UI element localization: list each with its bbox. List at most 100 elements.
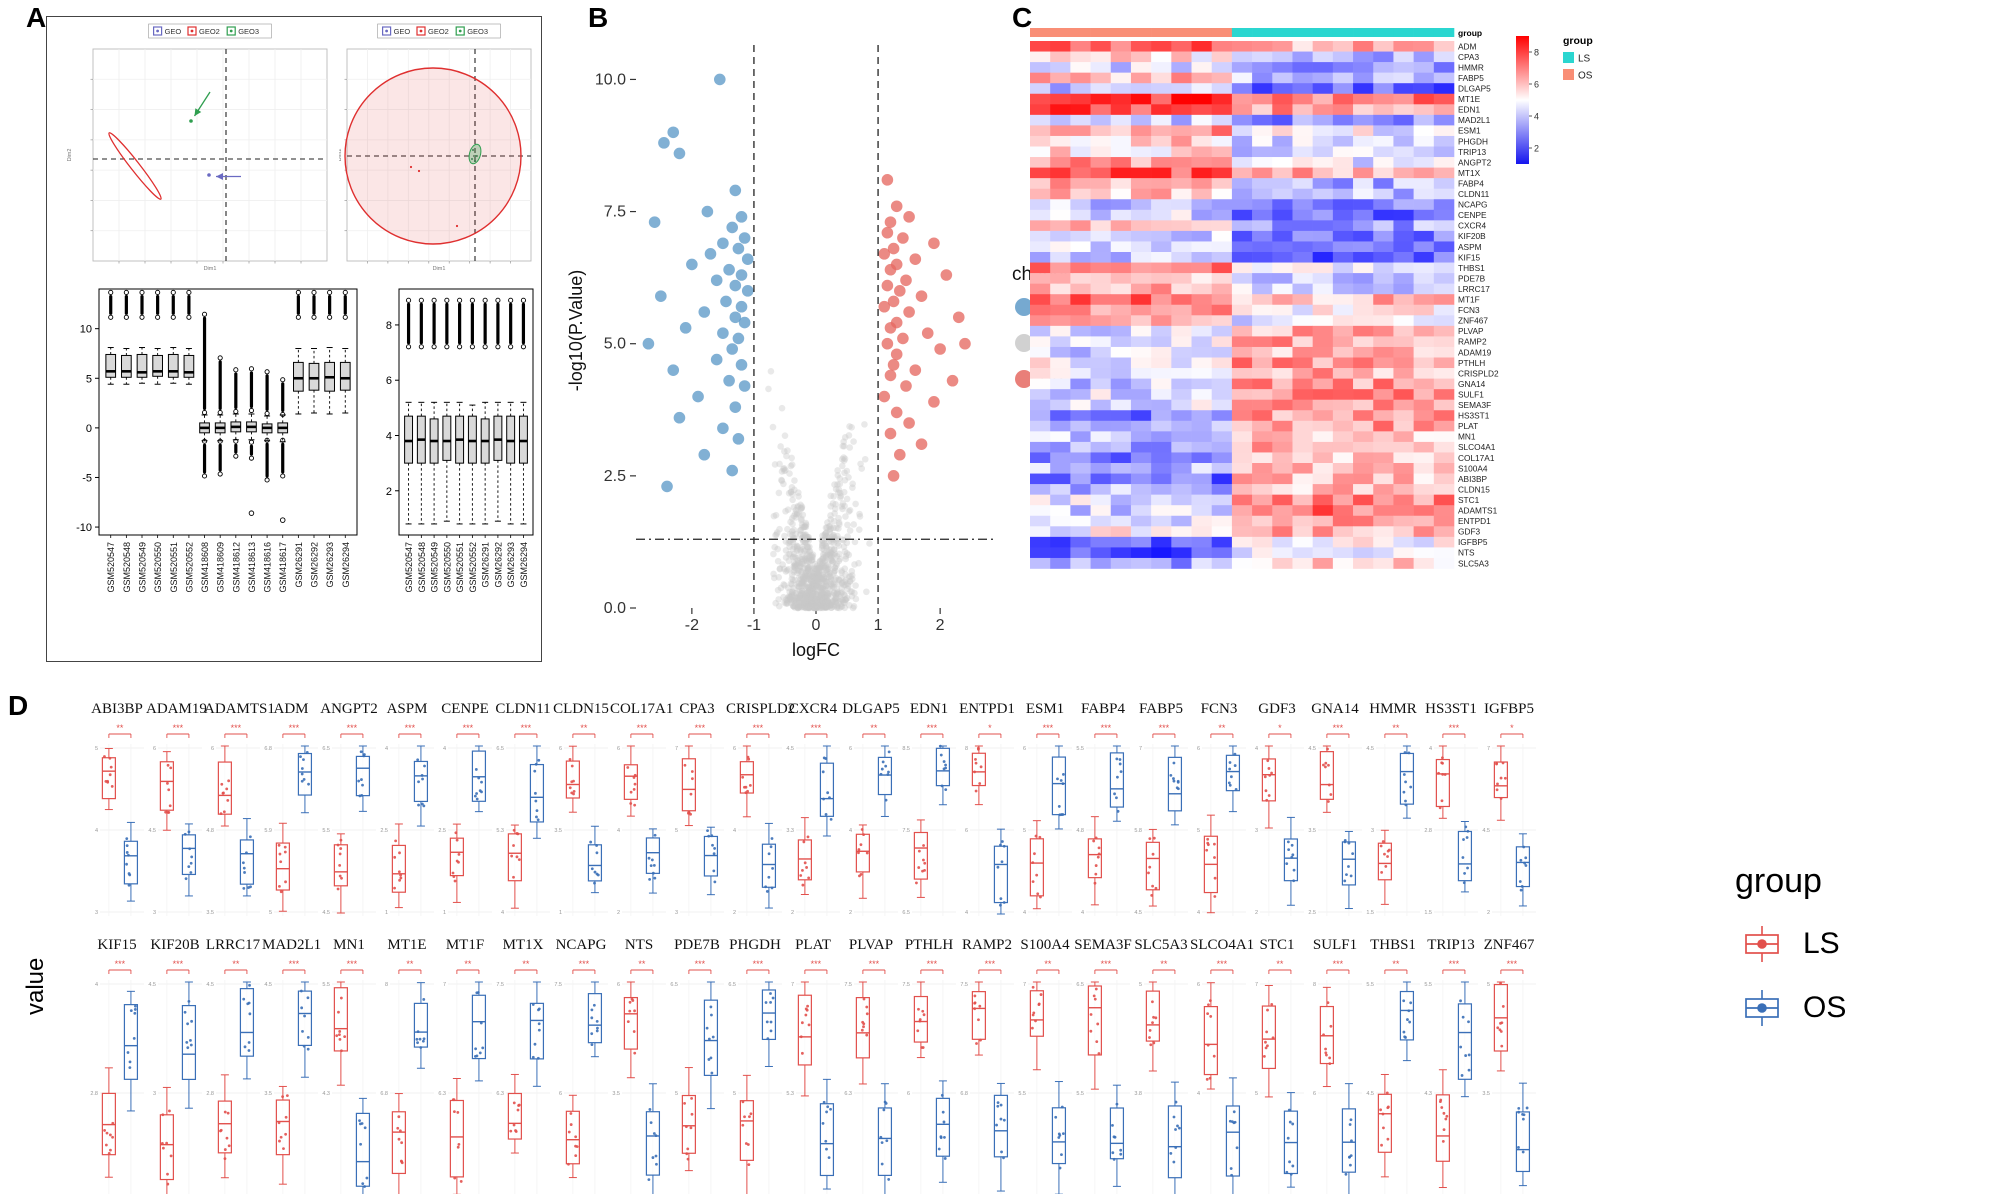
svg-text:MT1E: MT1E xyxy=(1458,94,1481,104)
gene-title: SEMA3F xyxy=(1074,937,1132,953)
gene-boxplot-svg: 7 5.8 4.5 *** xyxy=(1134,723,1188,916)
svg-text:ENTPD1: ENTPD1 xyxy=(1458,516,1491,526)
gene-title: MAD2L1 xyxy=(262,937,322,953)
svg-text:*: * xyxy=(988,723,992,733)
heatmap-colorbar xyxy=(1516,36,1529,164)
svg-text:5.0: 5.0 xyxy=(604,336,626,353)
svg-text:4.5: 4.5 xyxy=(322,910,330,916)
svg-text:GEO: GEO xyxy=(165,27,182,36)
svg-text:-2: -2 xyxy=(685,617,699,634)
panel-a-pca-and-normalization: GEO GEO2 GEO3 Dim2 Dim1 GEO GEO2 GEO3 Dim2 Dim1 … xyxy=(46,16,542,662)
svg-text:7.5: 7.5 xyxy=(604,204,626,221)
svg-text:4: 4 xyxy=(965,910,968,916)
svg-text:2: 2 xyxy=(849,910,852,916)
svg-text:3: 3 xyxy=(1255,828,1258,834)
svg-text:***: *** xyxy=(173,959,184,969)
svg-text:6: 6 xyxy=(211,746,214,752)
svg-text:4.3: 4.3 xyxy=(1424,1091,1432,1097)
svg-text:0: 0 xyxy=(86,423,92,435)
gene-boxplot-svg: 4.5 3 1.5 ** xyxy=(1366,723,1420,916)
legend-item-ls-label: LS xyxy=(1803,927,1840,960)
svg-text:2: 2 xyxy=(1534,144,1539,154)
svg-text:*: * xyxy=(1510,723,1514,733)
svg-text:EDN1: EDN1 xyxy=(1458,105,1481,115)
svg-text:5: 5 xyxy=(1255,1091,1258,1097)
svg-text:3.5: 3.5 xyxy=(612,1091,620,1097)
gene-title: STC1 xyxy=(1259,937,1295,953)
svg-text:TRIP13: TRIP13 xyxy=(1458,147,1487,157)
svg-text:**: ** xyxy=(522,959,530,969)
gene-title: MT1F xyxy=(445,937,485,953)
gene-boxplot-CLDN11: CLDN11 6.5 5.3 4 *** xyxy=(494,700,552,926)
svg-text:GSM26291: GSM26291 xyxy=(294,542,304,588)
svg-text:FABP4: FABP4 xyxy=(1458,178,1484,188)
gene-boxplot-CRISPLD2: CRISPLD2 6 4 2 *** xyxy=(726,700,795,926)
gene-title: CLDN11 xyxy=(495,701,551,717)
gene-title: IGFBP5 xyxy=(1483,701,1535,717)
svg-text:3: 3 xyxy=(153,1091,156,1097)
gene-title: FABP4 xyxy=(1081,701,1125,717)
gene-boxplot-svg: 6.8 5.9 5 *** xyxy=(264,723,318,916)
gene-boxplot-svg: 53.52*** xyxy=(1482,959,1536,1194)
gene-title: FABP5 xyxy=(1139,701,1183,717)
svg-text:2.5: 2.5 xyxy=(380,828,388,834)
svg-text:FCN3: FCN3 xyxy=(1458,305,1480,315)
svg-text:logFC: logFC xyxy=(792,640,840,660)
gene-title: NCAPG xyxy=(555,937,607,953)
gene-boxplot-CPA3: CPA3 7 5 3 *** xyxy=(668,700,726,926)
svg-text:6.5: 6.5 xyxy=(670,982,678,988)
svg-text:4: 4 xyxy=(501,910,504,916)
gene-title: SLC5A3 xyxy=(1134,937,1188,953)
pca-before-svg: GEO GEO2 GEO3 Dim2 Dim1 xyxy=(67,23,328,272)
svg-text:ANGPT2: ANGPT2 xyxy=(1458,157,1492,167)
gene-boxplot-svg: 5.54.33*** xyxy=(1424,959,1478,1194)
svg-text:***: *** xyxy=(521,723,532,733)
svg-text:IGFBP5: IGFBP5 xyxy=(1458,537,1488,547)
svg-text:**: ** xyxy=(870,723,878,733)
gene-boxplot-COL17A1: COL17A1 6 4 2 *** xyxy=(610,700,673,926)
svg-text:MT1X: MT1X xyxy=(1458,168,1481,178)
svg-text:3.5: 3.5 xyxy=(264,1091,272,1097)
gene-title: ADAM19 xyxy=(146,701,207,717)
gene-title: LRRC17 xyxy=(205,937,261,953)
svg-text:group: group xyxy=(1458,28,1482,38)
gene-boxplot-svg: 4.52.81** xyxy=(206,959,260,1194)
svg-text:3.5: 3.5 xyxy=(1308,828,1316,834)
svg-text:7.5: 7.5 xyxy=(960,982,968,988)
gene-boxplot-svg: 7.564.5*** xyxy=(554,959,608,1194)
svg-text:GSM26294: GSM26294 xyxy=(341,542,351,588)
gene-title: PTHLH xyxy=(904,937,954,953)
gene-boxplot-svg: 42.81.5*** xyxy=(90,959,144,1194)
gene-boxplot-svg: 5.5 4.8 4 *** xyxy=(1076,723,1130,916)
svg-text:7: 7 xyxy=(1255,982,1258,988)
gene-boxplot-svg: 42.81.5*** xyxy=(1424,723,1478,916)
svg-text:GSM418617: GSM418617 xyxy=(278,542,288,593)
svg-text:3.5: 3.5 xyxy=(1482,1091,1490,1097)
svg-text:8: 8 xyxy=(1534,48,1539,58)
svg-text:***: *** xyxy=(347,723,358,733)
svg-text:**: ** xyxy=(1044,959,1052,969)
gene-boxplot-svg: 8.5 7.5 6.5 *** xyxy=(902,723,956,916)
svg-text:6: 6 xyxy=(617,746,620,752)
svg-text:PHGDH: PHGDH xyxy=(1458,136,1488,146)
svg-text:ABI3BP: ABI3BP xyxy=(1458,474,1488,484)
gene-boxplot-svg: 4.5 3.3 2 *** xyxy=(786,723,840,916)
svg-text:8: 8 xyxy=(385,982,388,988)
svg-text:HS3ST1: HS3ST1 xyxy=(1458,411,1490,421)
svg-text:**: ** xyxy=(1218,723,1226,733)
svg-text:***: *** xyxy=(811,959,822,969)
svg-text:**: ** xyxy=(1276,959,1284,969)
svg-text:1: 1 xyxy=(559,910,562,916)
svg-text:6.8: 6.8 xyxy=(380,1091,388,1097)
svg-text:SEMA3F: SEMA3F xyxy=(1458,400,1491,410)
svg-text:6.5: 6.5 xyxy=(728,982,736,988)
svg-text:***: *** xyxy=(405,723,416,733)
gene-boxplot-svg: 4 2.5 1 *** xyxy=(438,723,492,916)
svg-text:GSM520548: GSM520548 xyxy=(122,542,132,593)
svg-text:0.0: 0.0 xyxy=(604,600,626,617)
svg-text:4.5: 4.5 xyxy=(148,982,156,988)
